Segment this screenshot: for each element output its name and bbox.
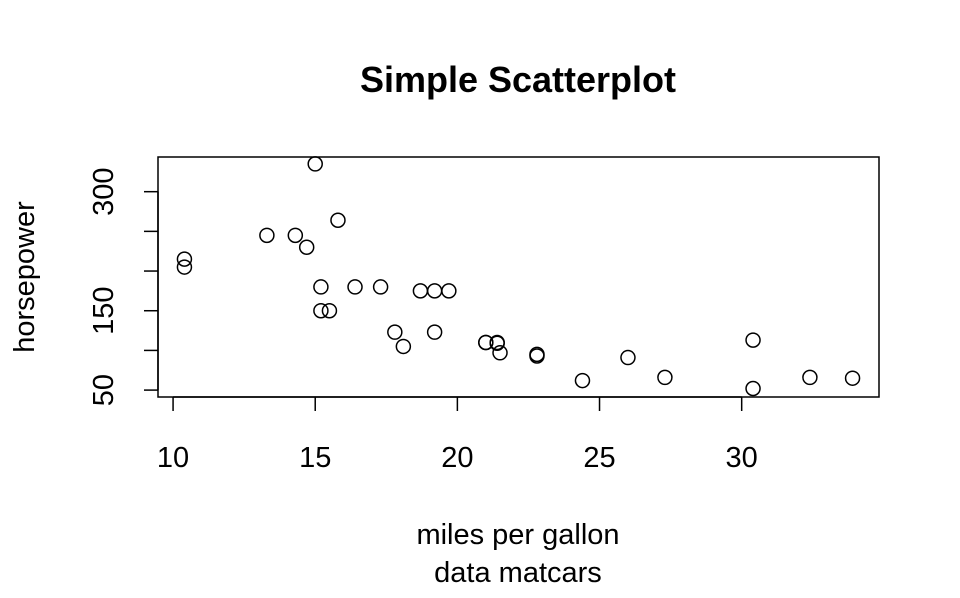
data-point bbox=[620, 349, 636, 366]
data-points bbox=[176, 156, 861, 397]
chart-subtitle: data matcars bbox=[434, 557, 602, 589]
x-tick-label: 30 bbox=[726, 442, 758, 474]
data-point bbox=[844, 370, 861, 386]
data-point bbox=[426, 324, 443, 340]
data-point bbox=[307, 156, 323, 172]
data-point bbox=[478, 334, 494, 351]
data-point bbox=[395, 338, 412, 355]
data-point bbox=[330, 212, 346, 229]
plot-frame bbox=[157, 156, 880, 398]
chart-title: Simple Scatterplot bbox=[360, 59, 676, 100]
data-point bbox=[298, 239, 315, 255]
data-point bbox=[745, 380, 761, 397]
x-axis: 10 15 20 25 30 bbox=[157, 396, 758, 474]
data-point bbox=[287, 227, 304, 244]
data-point bbox=[321, 302, 338, 319]
x-tick-label: 20 bbox=[441, 442, 473, 474]
x-tick-label: 15 bbox=[299, 442, 331, 474]
data-point bbox=[259, 227, 275, 244]
data-point bbox=[441, 283, 457, 299]
data-point bbox=[176, 259, 193, 275]
y-axis-title: horsepower bbox=[9, 201, 41, 353]
data-point bbox=[529, 346, 545, 363]
data-point bbox=[176, 251, 193, 267]
data-point bbox=[387, 324, 403, 340]
data-point bbox=[657, 369, 673, 386]
y-tick-label: 50 bbox=[88, 374, 120, 406]
data-point bbox=[313, 279, 329, 295]
data-point bbox=[412, 283, 429, 299]
y-axis: 50 150 300 bbox=[88, 167, 159, 406]
data-point bbox=[492, 345, 508, 361]
y-tick-label: 150 bbox=[88, 287, 120, 335]
data-point bbox=[372, 279, 389, 295]
data-point bbox=[347, 279, 363, 295]
x-axis-title: miles per gallon bbox=[416, 519, 619, 551]
data-point bbox=[802, 369, 818, 386]
data-point bbox=[745, 332, 761, 348]
x-tick-label: 25 bbox=[583, 442, 615, 474]
data-point bbox=[313, 302, 329, 319]
data-point bbox=[489, 335, 505, 352]
y-tick-label: 300 bbox=[88, 167, 120, 215]
x-tick-label: 10 bbox=[157, 442, 189, 474]
data-point bbox=[574, 372, 591, 389]
data-point bbox=[426, 283, 443, 299]
